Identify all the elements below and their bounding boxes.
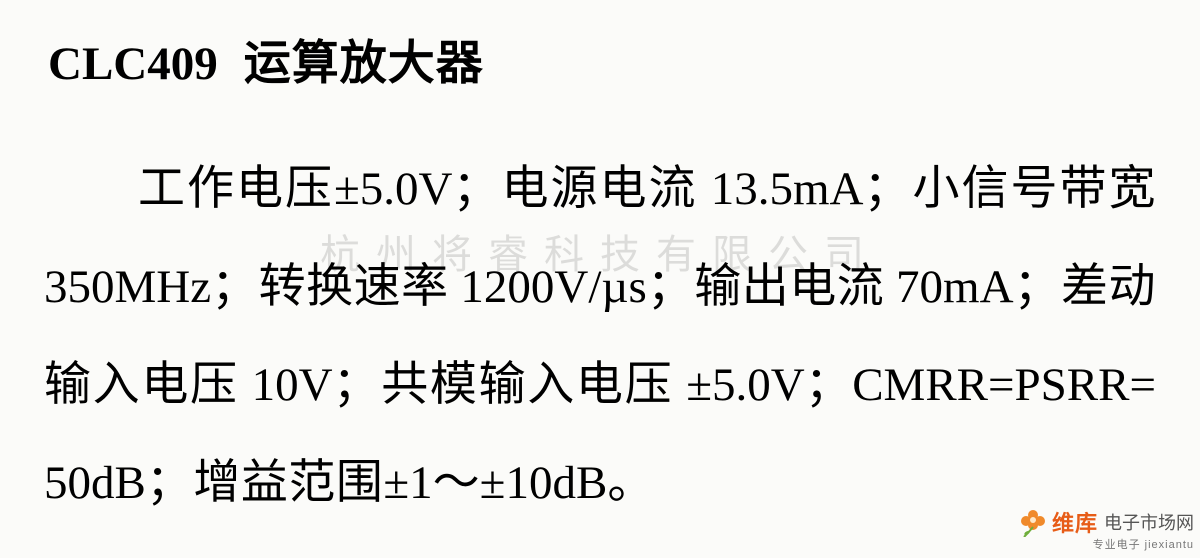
heading-partnum: CLC409 (48, 38, 218, 90)
period: 。 (607, 457, 655, 509)
badge-row2: 专业电子 jiexiantu (1018, 536, 1194, 552)
sep: ； (333, 359, 381, 411)
badge-sub-right: jiexiantu (1145, 539, 1194, 551)
spec-label-bandwidth: 小信号带宽 (911, 163, 1156, 215)
spec-val-slew (449, 261, 461, 313)
spec-val-diffin (239, 359, 252, 411)
spec-label-slew: 转换速率 (259, 261, 449, 313)
sep: ； (211, 261, 259, 313)
spec-label-gain: 增益范围 (193, 457, 383, 509)
sep: ； (1014, 261, 1062, 313)
spec-label-iout: 输出电流 (694, 261, 884, 313)
sep: ； (146, 457, 194, 509)
spec-val-bandwidth-v: 350MHz (44, 261, 211, 313)
sep: ； (805, 359, 853, 411)
sep: ； (647, 261, 695, 313)
sep: ； (864, 163, 912, 215)
spec-label-cm: 共模输入电压 (380, 359, 673, 411)
heading: CLC409 运算放大器 (48, 24, 1156, 93)
spec-val-iout-v: 70mA (896, 261, 1014, 313)
heading-cn: 运算放大器 (244, 38, 484, 90)
spec-paragraph: 工作电压±5.0V；电源电流 13.5mA；小信号带宽 350MHz；转换速率 … (44, 140, 1156, 532)
spec-val-diffin-v: 10V (252, 359, 333, 411)
spec-label-voltage: 工作电压 (138, 163, 334, 215)
spec-val-slew-v: 1200V/µs (460, 261, 646, 313)
spec-val-cm (673, 359, 686, 411)
spec-val-iout (884, 261, 896, 313)
spec-val-voltage: ±5.0V (334, 163, 453, 215)
spec-val-gain: ±1～±10dB (383, 457, 607, 509)
spec-label-supply-current: 电源电流 (500, 163, 698, 215)
badge-sub-left: 专业电子 (1093, 539, 1141, 551)
document-page: 杭州将睿科技有限公司 CLC409运算放大器 工作电压±5.0V；电源电流 13… (0, 0, 1200, 558)
spec-val-supply-current (698, 163, 711, 215)
spec-val-cm-v: ±5.0V (686, 359, 805, 411)
spec-val-supply-current-v: 13.5mA (711, 163, 864, 215)
sep: ； (453, 163, 501, 215)
